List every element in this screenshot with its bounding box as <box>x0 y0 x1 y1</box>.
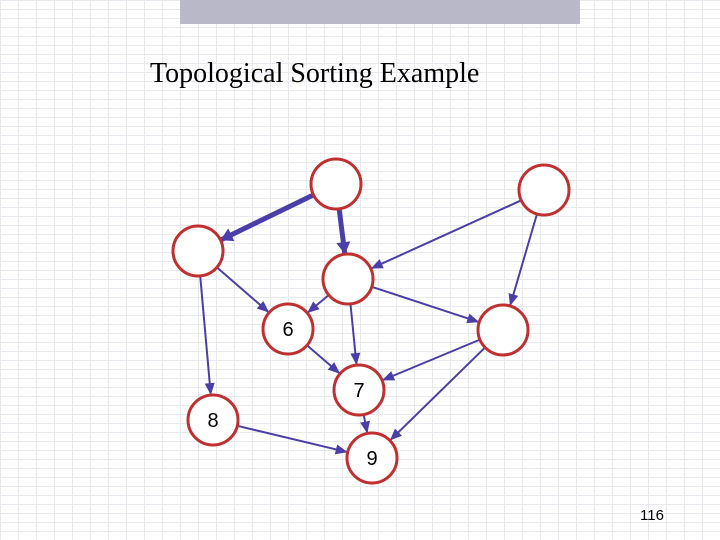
graph-node <box>478 305 528 355</box>
node-circle <box>323 254 373 304</box>
edge <box>382 340 480 381</box>
edge <box>237 426 347 452</box>
node-circle <box>519 165 569 215</box>
node-label: 6 <box>282 319 293 341</box>
graph-node: 6 <box>263 304 313 354</box>
node-circle <box>173 226 223 276</box>
node-label: 7 <box>353 380 364 402</box>
graph-node <box>173 226 223 276</box>
edge <box>390 347 485 440</box>
edge <box>371 200 521 268</box>
edge-arrowhead <box>466 314 479 323</box>
graph-node <box>311 159 361 209</box>
edge-arrowhead <box>360 421 370 434</box>
graph-node <box>323 254 373 304</box>
graph-node <box>519 165 569 215</box>
edge <box>220 195 313 240</box>
nodes-layer: 6 7 8 9 <box>173 159 569 483</box>
graph-node: 8 <box>188 395 238 445</box>
edge <box>372 287 480 322</box>
edge-arrowhead <box>509 293 519 306</box>
node-circle <box>311 159 361 209</box>
graph-node: 7 <box>334 365 384 415</box>
node-label: 9 <box>366 448 377 470</box>
node-label: 8 <box>207 410 218 432</box>
edge-arrowhead <box>335 445 348 455</box>
topological-graph: 6 7 8 9 <box>0 0 720 540</box>
edge <box>510 214 537 306</box>
graph-node: 9 <box>347 433 397 483</box>
edge <box>200 276 211 395</box>
edge-arrowhead <box>382 371 395 380</box>
node-circle <box>478 305 528 355</box>
